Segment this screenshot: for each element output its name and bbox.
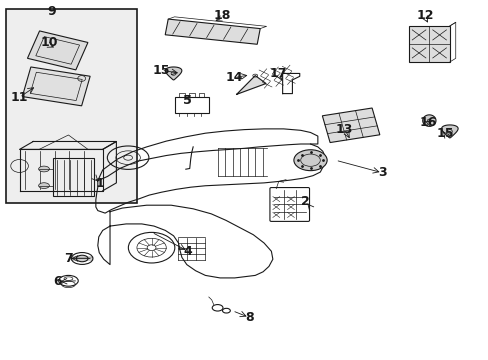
Text: 11: 11 xyxy=(11,91,28,104)
Text: 5: 5 xyxy=(183,94,191,107)
Bar xyxy=(6,9,137,203)
Text: 1: 1 xyxy=(96,177,104,190)
Text: 6: 6 xyxy=(53,275,62,288)
Text: 17: 17 xyxy=(269,67,287,80)
Ellipse shape xyxy=(39,183,49,189)
Text: 4: 4 xyxy=(183,245,192,258)
Polygon shape xyxy=(27,31,88,70)
Bar xyxy=(174,97,208,113)
Text: 9: 9 xyxy=(47,5,56,18)
Text: 10: 10 xyxy=(40,36,58,49)
Text: 7: 7 xyxy=(64,252,73,265)
Text: 12: 12 xyxy=(416,9,433,22)
Text: 15: 15 xyxy=(435,127,453,140)
Polygon shape xyxy=(322,108,379,143)
Ellipse shape xyxy=(293,150,326,171)
Polygon shape xyxy=(22,67,90,106)
Bar xyxy=(53,158,94,196)
Text: 8: 8 xyxy=(244,311,253,324)
Text: 3: 3 xyxy=(377,166,386,179)
Ellipse shape xyxy=(39,166,49,172)
Polygon shape xyxy=(165,19,260,44)
Polygon shape xyxy=(165,67,182,80)
Polygon shape xyxy=(236,76,265,94)
Polygon shape xyxy=(422,115,435,126)
Polygon shape xyxy=(441,125,457,138)
Text: 15: 15 xyxy=(152,64,170,77)
Text: 13: 13 xyxy=(335,123,353,136)
Text: 16: 16 xyxy=(418,116,436,129)
Bar xyxy=(408,26,449,62)
Text: 18: 18 xyxy=(213,9,231,22)
Text: 2: 2 xyxy=(301,195,309,208)
Text: 14: 14 xyxy=(225,71,243,84)
